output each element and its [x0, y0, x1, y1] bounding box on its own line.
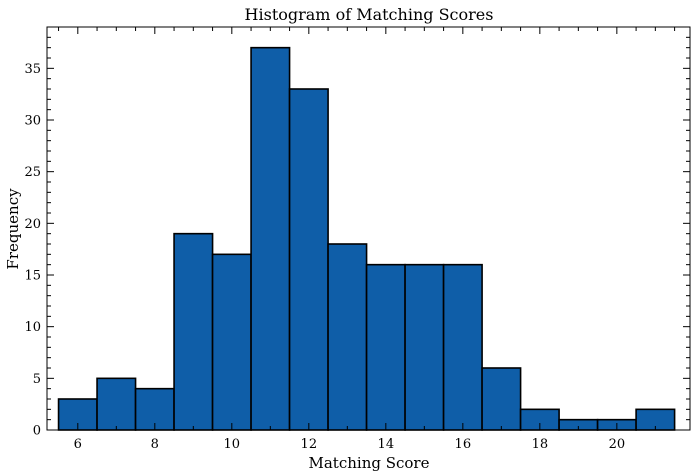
histogram-bar-6	[250, 46, 291, 431]
histogram-bar-8	[327, 243, 368, 431]
histogram-bar-10	[404, 263, 445, 431]
y-tick-label: 10	[24, 320, 41, 335]
histogram-bar-2	[96, 377, 137, 431]
plot-frame	[46, 26, 691, 431]
y-tick-label: 15	[24, 269, 41, 284]
histogram-bar-12	[481, 367, 522, 431]
y-tick-label: 25	[24, 165, 41, 180]
y-tick-label: 5	[33, 372, 41, 387]
y-tick-label: 20	[24, 217, 41, 232]
y-tick-label: 0	[33, 424, 41, 439]
ticks-group	[47, 26, 690, 431]
y-tick-label: 30	[24, 114, 41, 129]
x-tick-label: 18	[532, 437, 549, 452]
chart-title: Histogram of Matching Scores	[245, 5, 494, 24]
y-tick-label: 35	[24, 62, 41, 77]
histogram-bar-7	[288, 88, 329, 431]
x-tick-label: 8	[151, 437, 159, 452]
histogram-bar-5	[211, 253, 252, 431]
x-tick-label: 6	[74, 437, 82, 452]
x-tick-label: 12	[301, 437, 318, 452]
x-axis-label: Matching Score	[309, 454, 430, 472]
histogram-bar-11	[442, 263, 483, 431]
x-tick-label: 14	[378, 437, 395, 452]
y-axis-label: Frequency	[4, 188, 22, 270]
x-tick-label: 16	[455, 437, 472, 452]
x-tick-label: 20	[609, 437, 626, 452]
histogram-bar-9	[365, 263, 406, 431]
histogram-bar-4	[173, 232, 214, 431]
tick-labels-group: 6 8 10 12 14 16 18 20 0 5 10 15 20 25 30 35	[24, 62, 625, 452]
x-tick-label: 10	[224, 437, 241, 452]
bars-group	[57, 46, 676, 431]
